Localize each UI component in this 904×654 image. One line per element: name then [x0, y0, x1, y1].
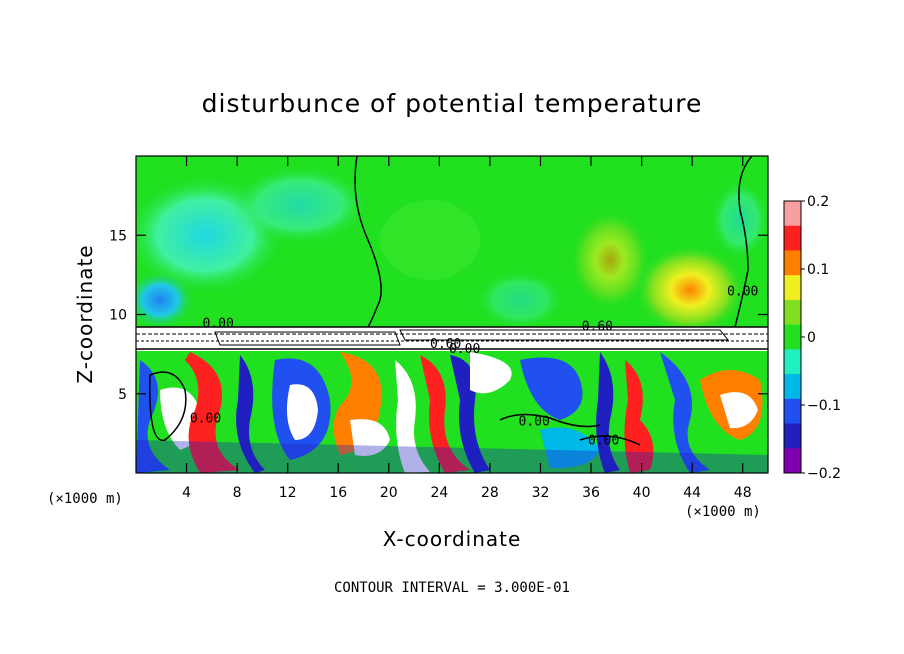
contour-label: 0.00	[519, 415, 550, 430]
x-tick-label: 48	[734, 485, 752, 501]
contour-label: 0.00	[588, 434, 619, 449]
colorbar-tick-label: 0	[807, 330, 816, 346]
colorbar-tick-label: −0.1	[807, 398, 841, 414]
y-tick-label: 15	[109, 228, 127, 244]
contour-label: 0.00	[727, 285, 758, 300]
x-tick-label: 12	[279, 485, 297, 501]
colorbar-swatch	[784, 324, 801, 350]
colorbar-swatch	[784, 225, 801, 251]
colorbar-swatch	[784, 275, 801, 301]
colorbar-tick-label: −0.2	[807, 466, 841, 482]
colorbar-swatch	[784, 299, 801, 326]
colorbar-swatch	[784, 349, 801, 375]
contour-label: 0.00	[449, 342, 480, 357]
chart-title: disturbunce of potential temperature	[202, 89, 703, 118]
x-axis: 4 8 12 16 20 24 28 32 36 40 44 48	[182, 156, 752, 501]
x-tick-label: 36	[582, 485, 600, 501]
x-tick-label: 16	[329, 485, 347, 501]
x-tick-label: 40	[633, 485, 651, 501]
contour-label: 0.00	[203, 316, 234, 331]
colorbar-swatch	[784, 201, 801, 227]
colorbar-tick-label: 0.1	[807, 262, 829, 278]
x-tick-label: 8	[233, 485, 242, 501]
contour-label: 0.00	[190, 412, 221, 427]
contour-interval-note: CONTOUR INTERVAL = 3.000E-01	[334, 580, 570, 596]
y-axis-title: Z-coordinate	[73, 244, 97, 383]
plot-area: 0.00 0.600.600.000.000.00 0.000.00	[136, 156, 768, 473]
y-tick-label: 5	[118, 387, 127, 403]
colorbar-swatch	[784, 374, 801, 400]
inversion-band	[136, 326, 768, 351]
y-axis: 5 10 15	[109, 228, 768, 403]
x-unit-label: (×1000 m)	[685, 504, 761, 520]
y-tick-label: 10	[109, 308, 127, 324]
colorbar-swatch	[784, 398, 801, 425]
x-tick-label: 32	[532, 485, 550, 501]
upper-field	[136, 165, 768, 335]
contour-label: 0.60	[430, 337, 461, 352]
x-tick-label: 28	[481, 485, 499, 501]
x-tick-label: 24	[430, 485, 448, 501]
colorbar-swatch	[784, 448, 801, 474]
z-unit-label: (×1000 m)	[47, 491, 123, 507]
colorbar-tick-label: 0.2	[807, 194, 829, 210]
lower-field	[136, 350, 768, 473]
x-tick-label: 4	[182, 485, 191, 501]
x-tick-label: 20	[380, 485, 398, 501]
contour-labels: 0.00 0.600.600.000.000.00 0.000.00	[190, 285, 759, 449]
colorbar-swatch	[784, 250, 801, 276]
x-tick-label: 44	[683, 485, 701, 501]
contour-label: 0.60	[582, 320, 613, 335]
colorbar: 0.2 0.1 0 −0.1 −0.2	[783, 194, 841, 482]
contour-lines	[149, 156, 753, 446]
colorbar-swatch	[784, 423, 801, 449]
x-axis-title: X-coordinate	[383, 527, 522, 551]
